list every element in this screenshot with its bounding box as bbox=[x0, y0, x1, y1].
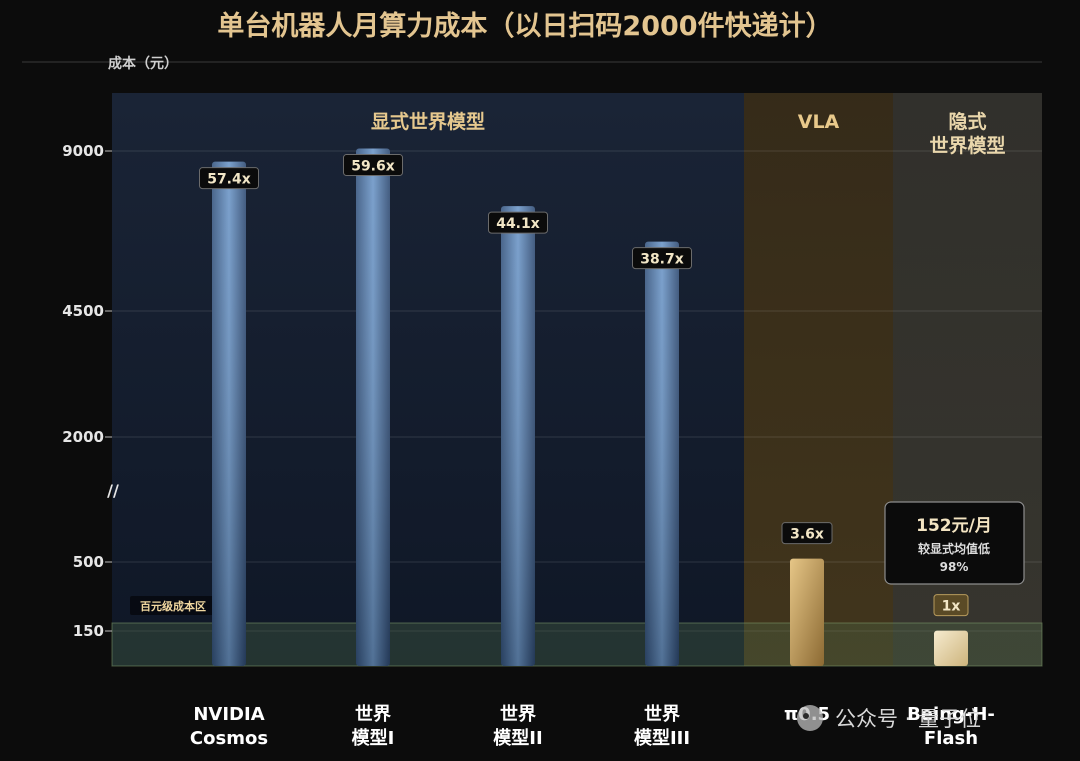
watermark-text: 公众号 · 量子位 bbox=[835, 707, 981, 731]
bars bbox=[212, 148, 968, 667]
group-label-0: 显式世界模型 bbox=[371, 110, 485, 133]
band-label: 百元级成本区 bbox=[140, 599, 206, 613]
category-label-2: 模型II bbox=[493, 727, 542, 749]
multiplier-label-3: 38.7x bbox=[640, 252, 684, 268]
multiplier-badge-1 bbox=[343, 154, 403, 177]
category-label-1: 模型I bbox=[352, 727, 395, 749]
category-label-1: 世界 bbox=[355, 704, 391, 725]
callout-box bbox=[884, 501, 1025, 585]
callout-line-1: 较显式均值低 bbox=[918, 541, 990, 556]
multiplier-label-5: 1x bbox=[942, 599, 961, 615]
y-tick-label: 150 bbox=[73, 622, 104, 640]
category-label-3: 世界 bbox=[644, 704, 680, 725]
bar-5 bbox=[934, 630, 968, 666]
category-label-0: Cosmos bbox=[190, 728, 268, 749]
category-label-0: NVIDIA bbox=[193, 704, 264, 725]
hundred-yuan-band bbox=[111, 622, 1043, 667]
y-tick-label: 500 bbox=[73, 553, 104, 571]
bar-4 bbox=[790, 558, 824, 666]
multiplier-labels: 57.4x 59.6x 44.1x 38.7x 3.6x 1x bbox=[199, 154, 969, 617]
callout-line-2: 98% bbox=[940, 560, 969, 574]
group-label-2: 世界模型 bbox=[929, 134, 1005, 157]
axis-break-mark: // bbox=[107, 481, 119, 500]
multiplier-badge-4 bbox=[781, 522, 833, 545]
y-tick-label: 9000 bbox=[62, 142, 104, 160]
multiplier-badge-3 bbox=[632, 247, 692, 270]
y-ticks: 150 500 2000 4500 9000 bbox=[62, 142, 112, 640]
category-label-2: 世界 bbox=[500, 704, 536, 725]
group-label-1: VLA bbox=[798, 111, 840, 133]
multiplier-badge-2 bbox=[488, 211, 548, 234]
chart-title: 单台机器人月算力成本（以日扫码2000件快递计） bbox=[217, 10, 832, 42]
bar-shade-0 bbox=[212, 161, 246, 666]
bar-shade-2 bbox=[501, 206, 535, 666]
multiplier-label-1: 59.6x bbox=[351, 159, 395, 175]
multiplier-label-2: 44.1x bbox=[496, 216, 540, 232]
band-label-bg bbox=[130, 596, 216, 615]
watermark: 公众号 · 量子位 bbox=[797, 705, 981, 731]
category-label-3: 模型III bbox=[634, 727, 690, 749]
category-label-5: Being-H- bbox=[907, 704, 995, 725]
multiplier-badge-0 bbox=[199, 167, 259, 190]
cost-callout: 152元/月 较显式均值低 98% bbox=[884, 501, 1025, 585]
category-label-5: Flash bbox=[924, 728, 978, 749]
y-tick-label: 2000 bbox=[62, 428, 104, 446]
bar-shade-1 bbox=[356, 148, 390, 667]
multiplier-label-4: 3.6x bbox=[790, 527, 824, 543]
multiplier-badge-5 bbox=[933, 594, 969, 617]
watermark-logo bbox=[797, 705, 823, 731]
bar-shade-3 bbox=[645, 241, 679, 666]
callout-value: 152元/月 bbox=[916, 516, 992, 536]
y-axis-title: 成本（元） bbox=[108, 55, 178, 72]
multiplier-label-0: 57.4x bbox=[207, 172, 251, 188]
watermark-logo-dot bbox=[803, 713, 809, 719]
group-label-2: 隐式 bbox=[948, 110, 986, 133]
category-labels: NVIDIACosmos世界模型I世界模型II世界模型IIIπ0.5Being-… bbox=[190, 704, 995, 749]
y-tick-label: 4500 bbox=[62, 302, 104, 320]
